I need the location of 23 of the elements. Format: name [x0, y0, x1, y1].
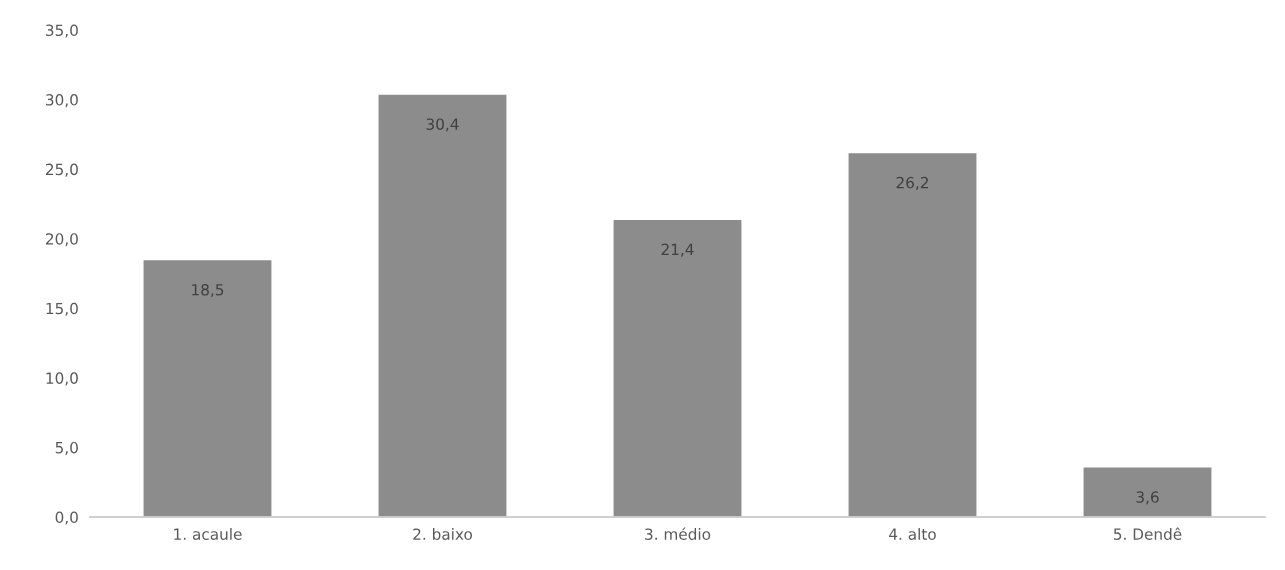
x-tick-label: 4. alto [889, 528, 936, 540]
y-tick-label: 10,0 [46, 372, 78, 386]
data-label: 3,6 [1136, 491, 1159, 505]
y-tick-label: 35,0 [46, 24, 78, 38]
data-label: 30,4 [426, 118, 459, 132]
bar [612, 218, 743, 517]
bar [1082, 466, 1213, 517]
data-label: 18,5 [192, 283, 224, 298]
data-label: 26,2 [896, 176, 928, 190]
y-tick-label: 15,0 [46, 302, 78, 316]
y-tick-label: 20,0 [45, 233, 78, 247]
bar [377, 93, 508, 517]
x-tick-label: 1. acaule [174, 528, 242, 540]
y-tick-label: 30,0 [46, 94, 78, 108]
data-label: 21,4 [661, 243, 694, 257]
y-tick-label: 5,0 [55, 441, 78, 456]
y-tick-label: 0,0 [55, 511, 78, 525]
x-tick-label: 2. baixo [413, 528, 472, 540]
x-tick-label: 3. médio [645, 527, 711, 540]
y-tick-label: 25,0 [45, 163, 78, 177]
x-tick-label: 5. Dendê [1113, 527, 1182, 540]
bar [142, 258, 273, 517]
bar [847, 151, 978, 517]
